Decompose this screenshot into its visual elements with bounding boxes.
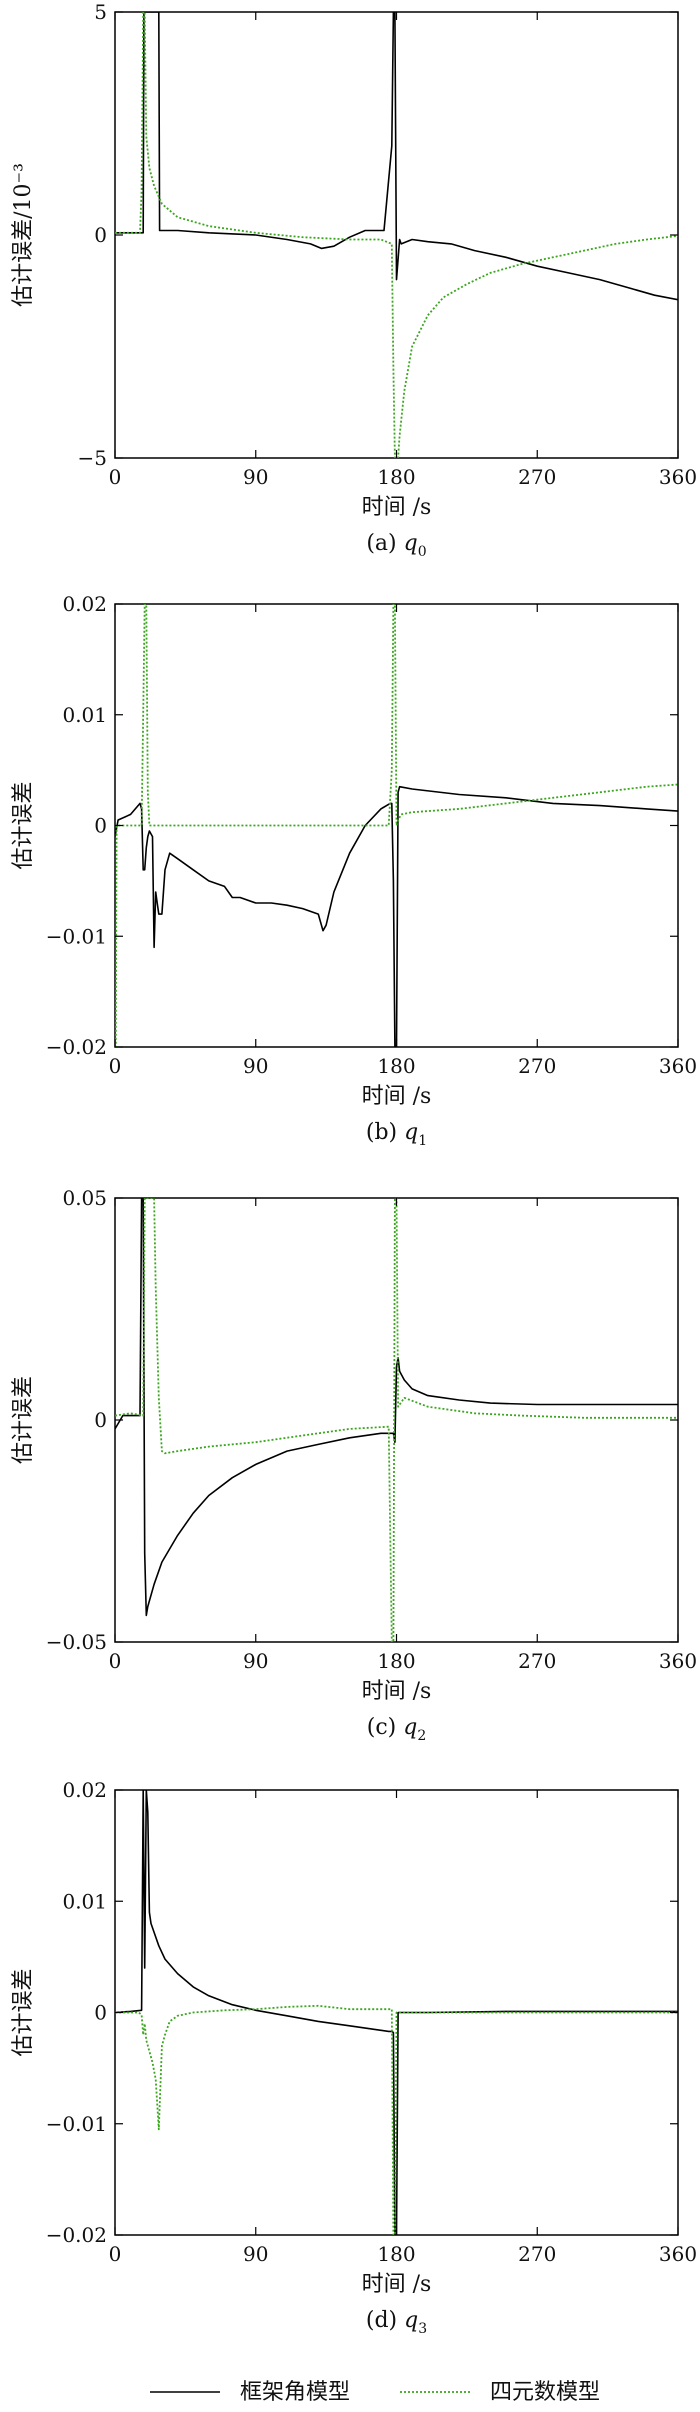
x-tick-label: 270 — [518, 465, 556, 489]
x-tick-label: 90 — [243, 2242, 268, 2266]
x-tick-label: 270 — [518, 2242, 556, 2266]
y-axis-label: 估计误差 — [11, 1968, 36, 2056]
y-tick-label: 0 — [94, 814, 107, 838]
legend-label-quaternion: 四元数模型 — [490, 2380, 600, 2405]
x-axis-label: 时间 /s — [362, 2272, 432, 2297]
x-tick-label: 360 — [659, 465, 697, 489]
x-tick-label: 360 — [659, 1054, 697, 1078]
series-line-quaternion — [115, 1198, 678, 1642]
x-tick-label: 90 — [243, 1054, 268, 1078]
x-tick-label: 0 — [109, 465, 122, 489]
y-tick-label: −0.01 — [46, 2112, 107, 2136]
y-tick-label: 0.02 — [62, 1778, 107, 1802]
y-tick-label: −0.02 — [46, 1035, 107, 1059]
legend: 框架角模型 四元数模型 — [150, 2380, 600, 2405]
x-tick-label: 0 — [109, 1054, 122, 1078]
x-tick-label: 360 — [659, 1649, 697, 1673]
y-tick-label: 0 — [94, 223, 107, 247]
x-tick-label: 180 — [377, 1054, 415, 1078]
y-tick-label: 0.01 — [62, 703, 107, 727]
x-tick-label: 180 — [377, 2242, 415, 2266]
y-tick-label: −5 — [78, 446, 107, 470]
x-tick-label: 360 — [659, 2242, 697, 2266]
x-axis-label: 时间 /s — [362, 1084, 432, 1109]
y-tick-label: 0 — [94, 1408, 107, 1432]
x-tick-label: 180 — [377, 465, 415, 489]
series-line-quaternion — [115, 604, 678, 1047]
y-tick-label: 0.02 — [62, 592, 107, 616]
panel-caption: (c) q2 — [367, 1715, 427, 1744]
series-line-frame-angle — [115, 12, 678, 301]
x-tick-label: 270 — [518, 1649, 556, 1673]
series-line-quaternion — [115, 12, 678, 458]
y-axis-label: 估计误差/10⁻³ — [11, 163, 36, 307]
x-tick-label: 270 — [518, 1054, 556, 1078]
plot-frame — [114, 1197, 679, 1643]
x-tick-label: 0 — [109, 1649, 122, 1673]
y-axis-label: 估计误差 — [11, 1376, 36, 1464]
y-tick-label: 0.05 — [62, 1186, 107, 1210]
y-tick-label: −0.05 — [46, 1630, 107, 1654]
x-tick-label: 90 — [243, 465, 268, 489]
legend-label-frame-angle: 框架角模型 — [240, 2380, 350, 2405]
panel-caption: (a) q0 — [366, 531, 426, 560]
x-tick-label: 180 — [377, 1649, 415, 1673]
x-tick-label: 0 — [109, 2242, 122, 2266]
panel-caption: (d) q3 — [366, 2308, 427, 2337]
y-axis-label: 估计误差 — [11, 781, 36, 869]
series-line-frame-angle — [115, 785, 678, 1047]
y-tick-label: 0 — [94, 2001, 107, 2025]
panel-caption: (b) q1 — [366, 1120, 427, 1149]
y-tick-label: 5 — [94, 0, 107, 24]
series-line-frame-angle — [115, 1198, 678, 1617]
x-axis-label: 时间 /s — [362, 1679, 432, 1704]
x-axis-label: 时间 /s — [362, 495, 432, 520]
x-tick-label: 90 — [243, 1649, 268, 1673]
y-tick-label: −0.02 — [46, 2223, 107, 2247]
series-line-frame-angle — [115, 1790, 678, 2235]
series-line-quaternion — [115, 2004, 678, 2235]
y-tick-label: 0.01 — [62, 1889, 107, 1913]
y-tick-label: −0.01 — [46, 924, 107, 948]
